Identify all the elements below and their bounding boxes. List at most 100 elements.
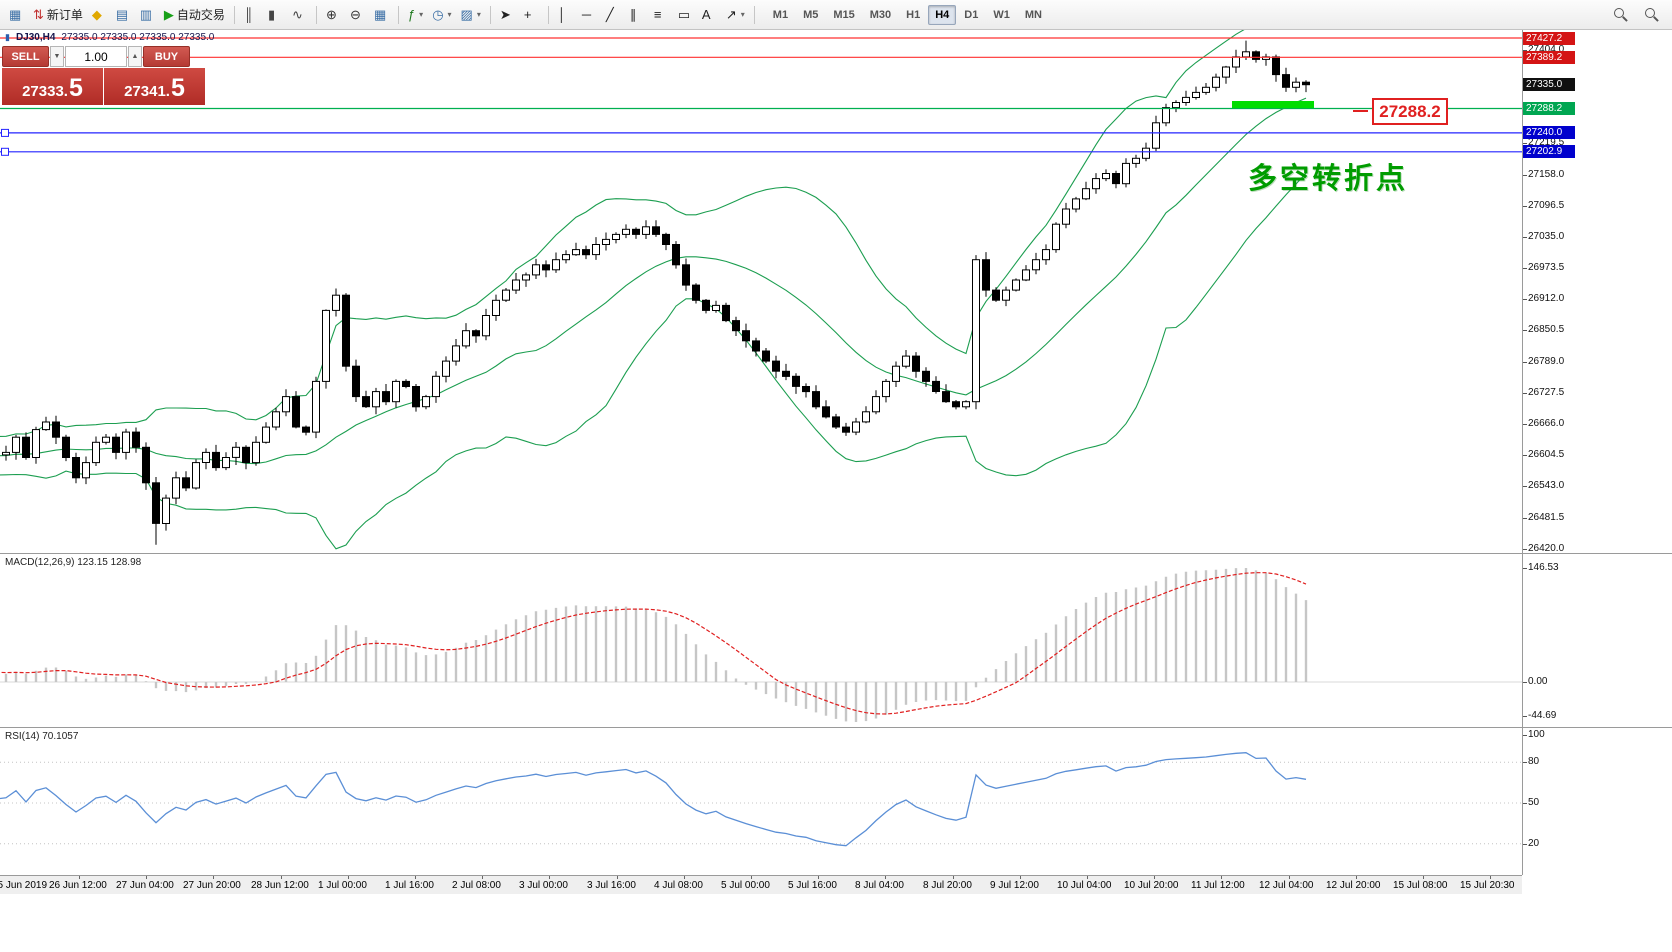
- chevron-down-icon: ▾: [447, 10, 452, 19]
- line-handle[interactable]: [1, 128, 9, 137]
- line-chart-button[interactable]: ∿: [288, 3, 311, 27]
- chart-window-icon-button[interactable]: ▦: [5, 3, 28, 27]
- time-tick: [1020, 876, 1021, 879]
- rsi-panel[interactable]: [0, 728, 1522, 874]
- price-tick: 27404.0: [1522, 44, 1565, 55]
- time-label: 1 Jul 00:00: [318, 880, 367, 891]
- arrows-icon: ↗: [725, 7, 737, 22]
- templates-button[interactable]: ▨ ▾: [457, 3, 485, 27]
- timeframe-w1-button[interactable]: W1: [986, 5, 1017, 25]
- timeframe-m15-button[interactable]: M15: [826, 5, 861, 25]
- zoom-out-button[interactable]: ⊖: [346, 3, 369, 27]
- chevron-down-icon: ▾: [419, 10, 424, 19]
- channel-button[interactable]: ∥: [626, 3, 649, 27]
- magnifier-icon[interactable]: [1614, 7, 1628, 22]
- buy-button[interactable]: BUY: [143, 46, 190, 67]
- price-tick: 26604.5: [1522, 449, 1565, 460]
- price-tick: 26543.0: [1522, 480, 1565, 491]
- cursor-button[interactable]: ➤: [496, 3, 519, 27]
- time-tick: [482, 876, 483, 879]
- rsi-tick: 50: [1522, 797, 1540, 808]
- timeframe-h4-button[interactable]: H4: [928, 4, 957, 25]
- macd-panel[interactable]: [0, 554, 1522, 726]
- price-tick: 26727.5: [1522, 387, 1565, 398]
- terminal-icon-button[interactable]: ▤: [112, 3, 135, 27]
- lot-increase-button[interactable]: ▲: [128, 46, 142, 67]
- price-tick: 26420.0: [1522, 543, 1565, 554]
- macd-panel-separator[interactable]: [0, 553, 1672, 554]
- text-button[interactable]: A: [698, 3, 721, 27]
- time-tick: [213, 876, 214, 879]
- price-tick: 26789.0: [1522, 356, 1565, 367]
- turning-point-annotation: 多空转折点: [1248, 163, 1409, 195]
- time-label: 2 Jul 08:00: [452, 880, 501, 891]
- zoom-in-button[interactable]: ⊕: [322, 3, 345, 27]
- channel-icon: ∥: [629, 7, 637, 22]
- vertical-line-button[interactable]: │: [554, 3, 577, 27]
- rsi-tick: 20: [1522, 838, 1540, 849]
- arrows-button[interactable]: ↗ ▾: [722, 3, 749, 27]
- crosshair-button[interactable]: +: [520, 3, 543, 27]
- bar-chart-button[interactable]: ║: [240, 3, 263, 27]
- sell-price[interactable]: 27333. 5: [2, 68, 103, 105]
- trendline-button[interactable]: ╱: [602, 3, 625, 27]
- price-level-badge: 27202.9: [1523, 145, 1575, 158]
- main-chart[interactable]: [0, 30, 1522, 553]
- time-label: 25 Jun 2019: [0, 880, 48, 891]
- market-watch-icon-icon: ▥: [139, 7, 153, 22]
- macd-tick: -44.69: [1522, 710, 1557, 721]
- price-tick: 26850.5: [1522, 324, 1565, 335]
- buy-price[interactable]: 27341. 5: [104, 68, 205, 105]
- timeframe-m1-button[interactable]: M1: [766, 5, 795, 25]
- timeframe-mn-button[interactable]: MN: [1018, 5, 1049, 25]
- time-tick: [617, 876, 618, 879]
- timeframe-d1-button[interactable]: D1: [957, 5, 985, 25]
- timeframe-m30-button[interactable]: M30: [863, 5, 898, 25]
- horizontal-line-button[interactable]: ─: [578, 3, 601, 27]
- timeframe-m5-button[interactable]: M5: [796, 5, 825, 25]
- line-handle[interactable]: [1, 147, 9, 156]
- time-tick: [1423, 876, 1424, 879]
- fibonacci-button[interactable]: ≡: [650, 3, 673, 27]
- time-label: 15 Jul 20:30: [1460, 880, 1515, 891]
- chevron-down-icon: ▾: [476, 10, 481, 19]
- timeframe-h1-button[interactable]: H1: [899, 5, 927, 25]
- new-order-button[interactable]: ⇅ 新订单: [29, 3, 87, 27]
- metaeditor-icon-button[interactable]: ◆: [88, 3, 111, 27]
- magnifier-cursor-icon[interactable]: [1645, 7, 1659, 22]
- price-callout-label[interactable]: 27288.2: [1372, 98, 1448, 125]
- time-label: 4 Jul 08:00: [654, 880, 703, 891]
- price-scale-separator: [1522, 30, 1523, 875]
- metaeditor-icon-icon: ◆: [91, 7, 102, 22]
- candle-chart-icon: ▮: [267, 7, 276, 22]
- shapes-button[interactable]: ▭: [674, 3, 697, 27]
- highlight-zone[interactable]: [1232, 101, 1314, 109]
- quote-header: ▮ DJ30,H4 27335.0 27335.0 27335.0 27335.…: [5, 32, 214, 43]
- macd-histogram: [4, 568, 1308, 722]
- rsi-panel-separator[interactable]: [0, 727, 1672, 728]
- time-label: 1 Jul 16:00: [385, 880, 434, 891]
- time-label: 5 Jul 16:00: [788, 880, 837, 891]
- price-scale[interactable]: 27404.0 27219.5 27158.0 27096.5 27035.0 26973…: [1522, 0, 1672, 952]
- time-label: 8 Jul 04:00: [855, 880, 904, 891]
- chevron-down-icon: ▾: [740, 10, 745, 19]
- lot-input[interactable]: [65, 46, 127, 67]
- sell-price-main: 27333.: [22, 83, 68, 100]
- indicators-button[interactable]: ƒ ▾: [404, 3, 427, 27]
- time-tick: [751, 876, 752, 879]
- macd-tick: 146.53: [1523, 562, 1559, 573]
- time-label: 5 Jul 00:00: [721, 880, 770, 891]
- periods-button[interactable]: ◷ ▾: [428, 3, 455, 27]
- lot-decrease-button[interactable]: ▼: [50, 46, 64, 67]
- tile-windows-button[interactable]: ▦: [370, 3, 393, 27]
- autotrading-button-label: 自动交易: [176, 8, 225, 22]
- autotrading-icon: ▶: [163, 7, 174, 22]
- autotrading-button[interactable]: ▶ 自动交易: [160, 3, 229, 27]
- cursor-icon: ➤: [499, 7, 511, 22]
- time-tick: [146, 876, 147, 879]
- sell-button[interactable]: SELL: [2, 46, 49, 67]
- candle-chart-button[interactable]: ▮: [264, 3, 287, 27]
- market-watch-icon-button[interactable]: ▥: [136, 3, 159, 27]
- price-level-badge: 27335.0: [1523, 78, 1575, 91]
